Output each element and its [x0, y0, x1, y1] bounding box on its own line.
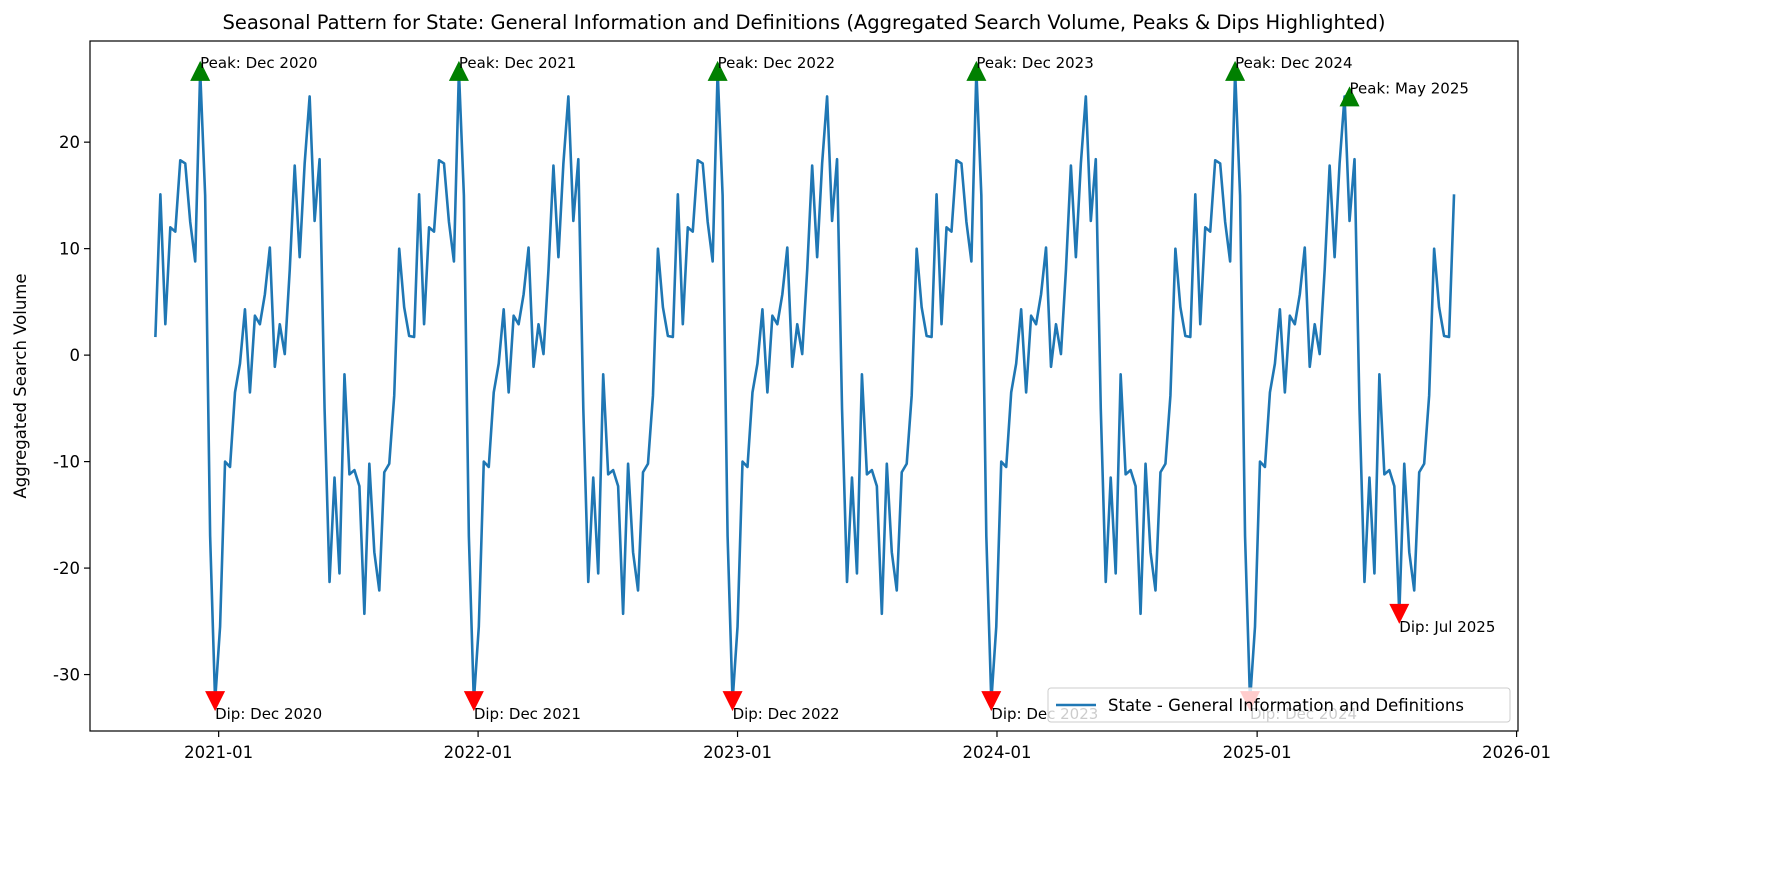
peak-label: Peak: Dec 2020 [200, 54, 317, 72]
peak-label: Peak: Dec 2024 [1235, 54, 1352, 72]
peak-marker [1225, 60, 1246, 81]
x-tick-label: 2021-01 [184, 743, 253, 762]
peak-label: Peak: Dec 2023 [976, 54, 1093, 72]
y-tick-label: -10 [53, 453, 80, 472]
peak-marker [707, 60, 728, 81]
x-tick-label: 2023-01 [703, 743, 772, 762]
peak-marker [1339, 86, 1360, 107]
dip-label: Dip: Jul 2025 [1399, 618, 1495, 636]
legend: State - General Information and Definiti… [1047, 687, 1511, 723]
plot-frame [89, 40, 1519, 732]
dip-marker [205, 691, 226, 712]
y-tick-label: -30 [53, 666, 80, 685]
dip-label: Dip: Dec 2020 [215, 705, 322, 723]
dip-marker [722, 691, 743, 712]
x-tick-label: 2026-01 [1482, 743, 1551, 762]
legend-label: State - General Information and Definiti… [1108, 696, 1464, 715]
x-tick-label: 2025-01 [1223, 743, 1292, 762]
dip-marker [463, 691, 484, 712]
x-tick-label: 2022-01 [444, 743, 513, 762]
peak-marker [190, 60, 211, 81]
peak-label: Peak: Dec 2022 [718, 54, 835, 72]
dip-label: Dip: Dec 2021 [474, 705, 581, 723]
dip-marker [1389, 603, 1410, 624]
dip-label: Dip: Dec 2022 [733, 705, 840, 723]
peak-label: Peak: May 2025 [1350, 79, 1469, 97]
y-axis-label: Aggregated Search Volume [11, 273, 30, 498]
data-line [154, 69, 1456, 703]
y-tick-label: -20 [53, 559, 80, 578]
peak-marker [448, 60, 469, 81]
dip-marker [981, 691, 1002, 712]
peak-label: Peak: Dec 2021 [459, 54, 576, 72]
legend-box [1047, 687, 1511, 723]
x-tick-label: 2024-01 [963, 743, 1032, 762]
y-tick-label: 20 [59, 133, 80, 152]
chart-title: Seasonal Pattern for State: General Info… [222, 11, 1385, 34]
y-tick-label: 0 [70, 346, 81, 365]
y-tick-label: 10 [59, 240, 80, 259]
peak-marker [966, 60, 987, 81]
